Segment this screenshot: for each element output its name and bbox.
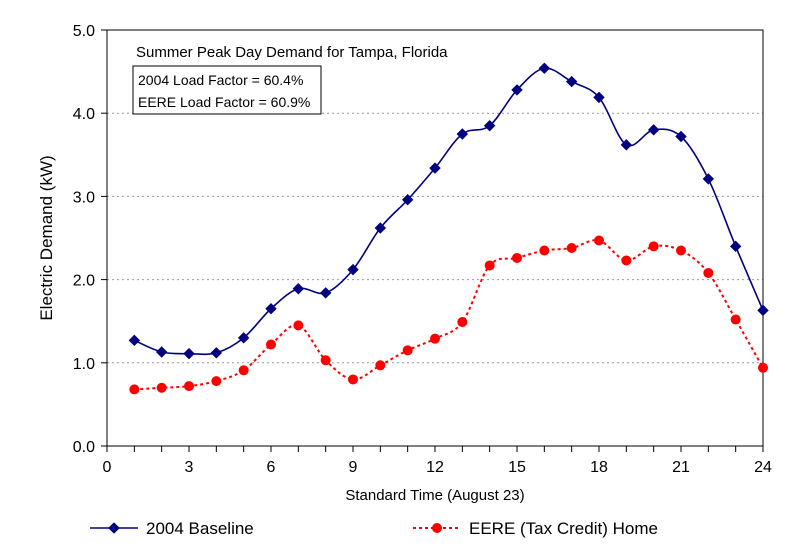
series-0-point-16 [565,75,578,88]
series-0-point-14 [511,84,523,96]
series-0-point-18 [620,139,633,151]
series-0-point-12 [456,128,469,140]
load-factor-eere: EERE Load Factor = 60.9% [138,94,310,110]
series-1-point-9 [375,360,386,371]
series-0-point-8 [347,263,359,276]
x-tick-label-2: 6 [267,459,276,476]
series-1-point-10 [402,345,413,356]
series-0-point-22 [729,240,742,253]
x-tick-label-7: 21 [672,459,690,476]
x-tick-label-0: 0 [103,459,112,476]
x-tick-label-3: 9 [349,459,358,476]
y-tick-label-4: 4.0 [73,106,95,123]
legend-item-0: 2004 Baseline [90,519,254,538]
series-0 [128,62,769,360]
x-tick-label-5: 15 [508,459,526,476]
y-tick-label-2: 2.0 [73,273,95,290]
y-tick-label-1: 1.0 [73,356,95,373]
series-1-point-5 [266,339,276,350]
series-0-point-17 [593,91,605,104]
y-tick-label-0: 0.0 [73,439,95,456]
series-1-point-20 [676,245,686,256]
series-1-point-18 [621,255,632,266]
legend-label-1: EERE (Tax Credit) Home [469,519,658,538]
x-tick-label-6: 18 [590,459,608,476]
x-tick-label-8: 24 [754,459,772,476]
series-1-point-16 [566,242,577,253]
series-1-point-13 [484,260,495,271]
series-1-point-6 [293,320,304,331]
series-1-point-15 [539,245,550,256]
load-factor-box [132,65,322,115]
series-0-point-5 [265,303,277,315]
series-0-point-23 [757,304,769,317]
y-tick-label-3: 3.0 [73,189,95,206]
series-0-point-1 [155,346,168,358]
series-1-point-8 [348,374,358,385]
x-axis-title: Standard Time (August 23) [345,487,524,504]
series-1-point-4 [238,365,249,376]
series-1-point-7 [320,355,331,366]
series-0-point-2 [183,347,195,360]
series-1-line [134,239,764,391]
series-0-point-19 [647,124,660,136]
series-1-point-19 [648,241,659,252]
y-tick-label-5: 5.0 [73,23,95,40]
grid-lines [107,112,763,364]
series-1-point-22 [730,314,741,325]
series-0-point-15 [538,62,551,74]
series-1-point-1 [156,382,167,393]
x-tick-labels: 0 3 6 9 12 15 18 21 24 [103,459,772,476]
load-factor-2004: 2004 Load Factor = 60.4% [138,72,303,88]
series-layer [128,62,769,395]
series-0-point-10 [401,194,414,206]
series-1-point-17 [594,235,604,246]
legend: 2004 Baseline EERE (Tax Credit) Home [90,519,658,538]
y-tick-labels: 0.0 1.0 2.0 3.0 4.0 5.0 [73,23,95,456]
series-1 [129,235,768,395]
series-0-point-21 [702,173,715,185]
chart-title: Summer Peak Day Demand for Tampa, Florid… [136,44,448,61]
series-1-point-12 [457,317,468,328]
legend-marker-0 [108,522,120,534]
series-1-point-21 [703,267,714,278]
series-0-point-7 [319,287,332,299]
series-0-point-0 [128,334,141,347]
x-tick-label-1: 3 [185,459,194,476]
legend-marker-1 [432,523,442,533]
series-1-point-23 [758,362,768,373]
axis-ticks [101,29,764,452]
series-1-point-3 [211,376,222,387]
series-0-point-4 [237,332,250,344]
legend-item-1: EERE (Tax Credit) Home [413,519,658,538]
series-1-point-14 [512,252,522,263]
series-0-point-6 [292,283,305,295]
series-0-point-3 [210,347,223,359]
series-1-point-2 [184,381,194,392]
series-1-point-0 [129,384,140,395]
series-0-point-11 [429,162,441,174]
series-0-point-9 [374,222,387,234]
series-0-point-20 [675,130,687,143]
x-tick-label-4: 12 [426,459,444,476]
series-0-point-13 [483,119,496,132]
legend-label-0: 2004 Baseline [146,519,254,538]
y-axis-title: Electric Demand (kW) [37,155,56,320]
series-1-point-11 [430,333,440,344]
